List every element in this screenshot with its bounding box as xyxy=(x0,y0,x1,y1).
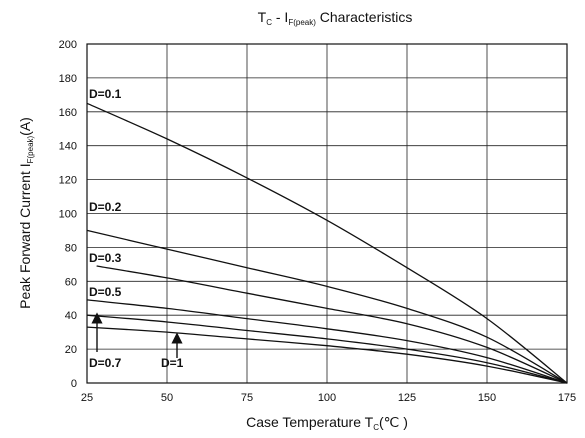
series-label-d02: D=0.2 xyxy=(89,200,122,214)
plot-frame xyxy=(86,43,568,384)
x-tick-label: 150 xyxy=(478,392,496,404)
x-tick-label: 125 xyxy=(398,392,416,404)
x-tick-label: 175 xyxy=(558,392,576,404)
series-label-d1: D=1 xyxy=(161,356,184,370)
y-tick-label: 0 xyxy=(71,378,77,390)
series-label-d03: D=0.3 xyxy=(89,251,122,265)
series-label-d07: D=0.7 xyxy=(89,356,122,370)
y-tick-label: 160 xyxy=(59,107,77,119)
y-tick-label: 20 xyxy=(65,344,77,356)
series-line-d-0-2 xyxy=(86,229,568,384)
chart-title: TC - IF(peak) Characteristics xyxy=(258,9,413,27)
y-axis-label: Peak Forward Current IF(peak)(A) xyxy=(17,117,35,309)
series-label-d01: D=0.1 xyxy=(89,87,122,101)
x-tick-label: 50 xyxy=(161,392,173,404)
y-tick-label: 60 xyxy=(65,276,77,288)
series-lines xyxy=(86,102,568,384)
series-line-d-0-1 xyxy=(86,102,568,384)
x-axis-label: Case Temperature TC(℃ ) xyxy=(246,414,408,432)
series-line-d-0-7 xyxy=(86,314,568,384)
series-line-d-1 xyxy=(86,326,568,384)
y-tick-label: 140 xyxy=(59,141,77,153)
y-tick-label: 120 xyxy=(59,175,77,187)
x-tick-label: 75 xyxy=(241,392,253,404)
y-tick-labels: 0 20 40 60 80 100 120 140 160 180 200 xyxy=(59,39,77,390)
series-line-d-0-3 xyxy=(96,265,568,384)
x-tick-labels: 25 50 75 100 125 150 175 xyxy=(81,392,576,404)
series-line-d-0-5 xyxy=(86,299,568,384)
y-tick-label: 80 xyxy=(65,242,77,254)
y-tick-label: 200 xyxy=(59,39,77,51)
series-label-d05: D=0.5 xyxy=(89,285,122,299)
x-tick-label: 100 xyxy=(318,392,336,404)
y-tick-label: 40 xyxy=(65,310,77,322)
x-tick-label: 25 xyxy=(81,392,93,404)
y-tick-label: 180 xyxy=(59,73,77,85)
y-tick-label: 100 xyxy=(59,209,77,221)
